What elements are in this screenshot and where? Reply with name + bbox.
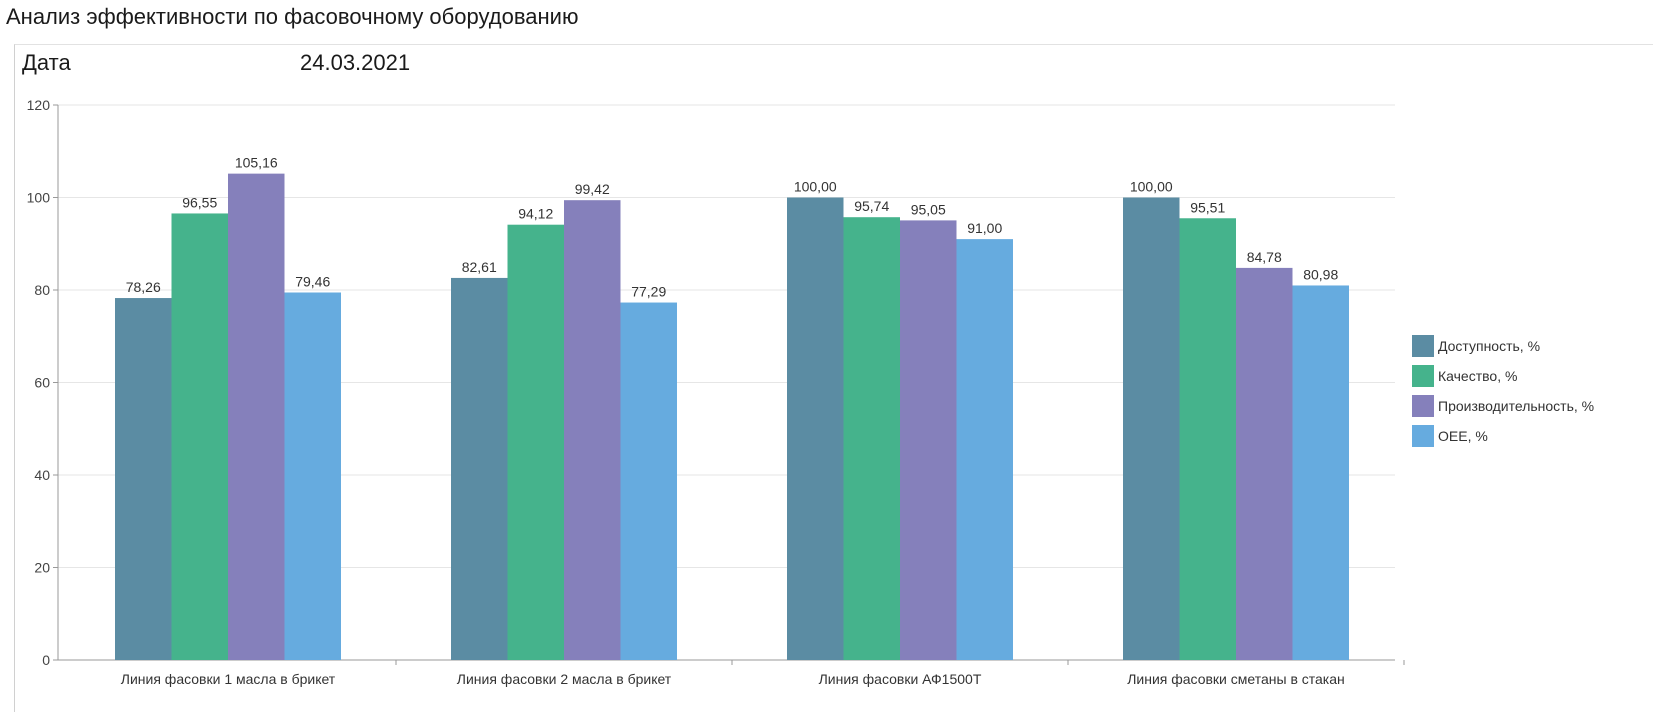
bar xyxy=(843,217,900,660)
legend-swatch xyxy=(1412,335,1434,357)
bar xyxy=(1292,285,1349,660)
bar xyxy=(620,302,677,660)
value-labels: 78,26 96,55 105,16 79,46 82,61 94,12 99,42 77,2… xyxy=(126,155,1339,300)
x-category-label: Линия фасовки сметаны в стакан xyxy=(1127,671,1345,687)
y-tick-label: 120 xyxy=(27,97,51,113)
date-value: 24.03.2021 xyxy=(300,50,411,75)
report-frame xyxy=(14,44,1653,712)
y-tick-label: 80 xyxy=(34,282,50,298)
bar xyxy=(171,213,228,661)
bar xyxy=(1236,267,1293,660)
date-label: Дата xyxy=(22,50,71,75)
data-label: 105,16 xyxy=(235,155,278,171)
bar xyxy=(451,277,508,660)
data-label: 82,61 xyxy=(462,259,497,275)
y-tick-label: 0 xyxy=(42,652,50,668)
y-tick-label: 60 xyxy=(34,375,50,391)
bar xyxy=(787,197,844,660)
legend-label: Качество, % xyxy=(1438,368,1517,384)
bar xyxy=(564,200,621,660)
data-label: 95,51 xyxy=(1190,199,1225,215)
bar xyxy=(956,239,1013,660)
x-category-label: Линия фасовки АФ1500Т xyxy=(819,671,982,687)
legend-label: Доступность, % xyxy=(1438,338,1540,354)
data-label: 100,00 xyxy=(1130,179,1173,195)
bar xyxy=(115,298,172,660)
bar xyxy=(507,224,564,660)
data-label: 95,05 xyxy=(911,201,946,217)
axes: 0 20 40 60 80 100 120 Линия фасовки 1 масла в б… xyxy=(27,97,1405,687)
y-tick-label: 100 xyxy=(27,190,51,206)
bar xyxy=(1123,197,1180,660)
bars xyxy=(115,173,1349,661)
bar xyxy=(900,220,957,661)
data-label: 95,74 xyxy=(854,198,889,214)
bar xyxy=(1179,218,1236,661)
legend-swatch xyxy=(1412,425,1434,447)
y-tick-label: 40 xyxy=(34,467,50,483)
legend-label: OEE, % xyxy=(1438,428,1488,444)
data-label: 79,46 xyxy=(295,273,330,289)
legend-label: Производительность, % xyxy=(1438,398,1594,414)
data-label: 78,26 xyxy=(126,279,161,295)
x-category-label: Линия фасовки 2 масла в брикет xyxy=(457,671,672,687)
legend-swatch xyxy=(1412,365,1434,387)
data-label: 80,98 xyxy=(1303,266,1338,282)
data-label: 77,29 xyxy=(631,284,666,300)
data-label: 94,12 xyxy=(518,206,553,222)
data-label: 91,00 xyxy=(967,220,1002,236)
data-label: 100,00 xyxy=(794,179,837,195)
y-tick-label: 20 xyxy=(34,560,50,576)
report-title: Анализ эффективности по фасовочному обор… xyxy=(6,4,579,29)
x-category-label: Линия фасовки 1 масла в брикет xyxy=(121,671,336,687)
data-label: 96,55 xyxy=(182,194,217,210)
data-label: 84,78 xyxy=(1247,249,1282,265)
bar xyxy=(284,292,341,660)
legend-swatch xyxy=(1412,395,1434,417)
bar xyxy=(228,173,285,660)
legend: Доступность, % Качество, % Производительно… xyxy=(1412,335,1594,447)
data-label: 99,42 xyxy=(575,181,610,197)
